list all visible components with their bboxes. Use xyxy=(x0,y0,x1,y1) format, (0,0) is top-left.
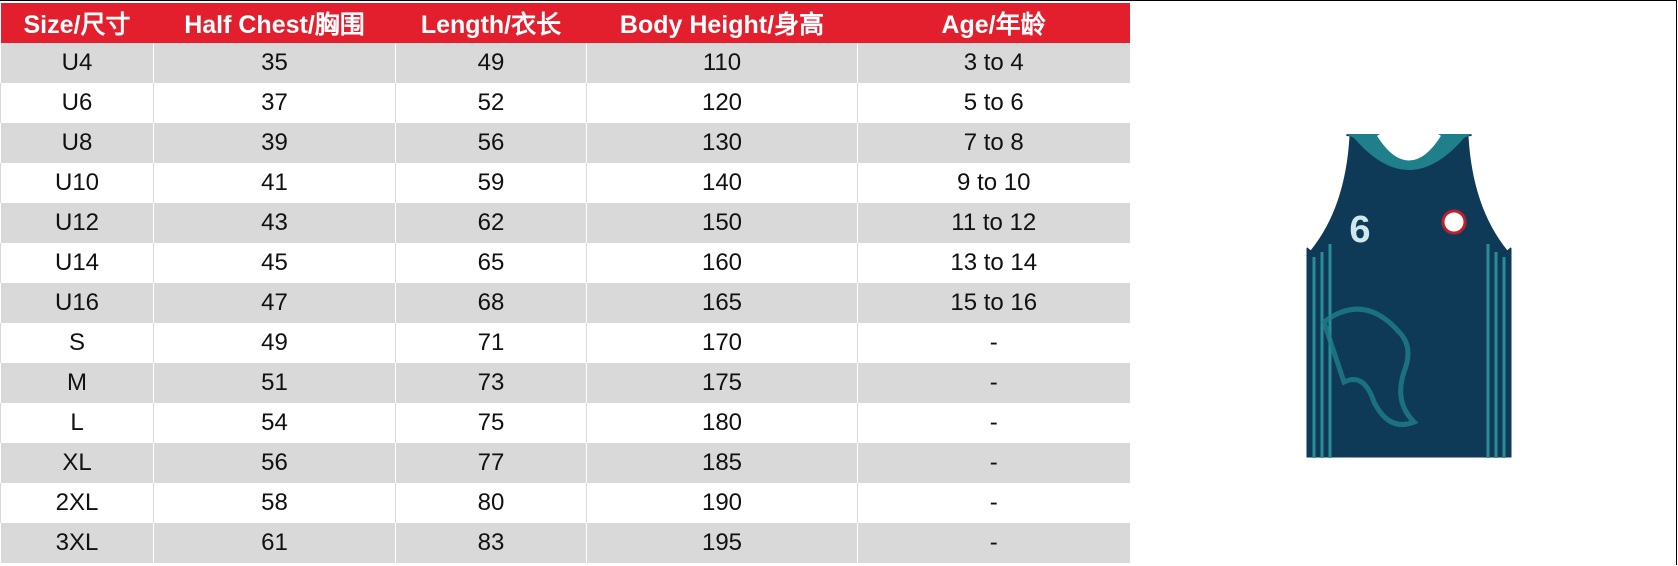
header-cell: Length/衣长 xyxy=(395,3,587,43)
table-row: U16 47 68 165 15 to 16 xyxy=(0,283,1130,323)
table-cell: 3XL xyxy=(0,523,154,563)
table-cell: 170 xyxy=(586,323,858,363)
header-cell: Age/年龄 xyxy=(857,3,1130,43)
table-cell: L xyxy=(0,403,154,443)
jersey-yoke xyxy=(1346,134,1472,170)
table-cell: 65 xyxy=(395,243,587,283)
jersey-illustration: 6 xyxy=(1305,132,1513,459)
table-cell: 120 xyxy=(586,83,858,123)
table-cell: 150 xyxy=(586,203,858,243)
size-table: Size/尺寸 Half Chest/胸围 Length/衣长 Body Height… xyxy=(0,3,1130,563)
table-cell: 68 xyxy=(395,283,587,323)
jersey-collar xyxy=(1377,132,1441,161)
table-cell: 56 xyxy=(395,123,587,163)
table-cell: 5 to 6 xyxy=(857,83,1130,123)
table-cell: 47 xyxy=(153,283,396,323)
table-cell: 2XL xyxy=(0,483,154,523)
table-cell: 140 xyxy=(586,163,858,203)
table-cell: 43 xyxy=(153,203,396,243)
table-cell: 75 xyxy=(395,403,587,443)
table-cell: U12 xyxy=(0,203,154,243)
table-cell: - xyxy=(857,443,1130,483)
table-row: U10 41 59 140 9 to 10 xyxy=(0,163,1130,203)
table-cell: S xyxy=(0,323,154,363)
table-cell: 56 xyxy=(153,443,396,483)
table-cell: 52 xyxy=(395,83,587,123)
header-cell: Body Height/身高 xyxy=(586,3,858,43)
table-cell: 62 xyxy=(395,203,587,243)
table-cell: 71 xyxy=(395,323,587,363)
table-cell: 45 xyxy=(153,243,396,283)
table-cell: 77 xyxy=(395,443,587,483)
table-cell: 195 xyxy=(586,523,858,563)
table-cell: U4 xyxy=(0,43,154,83)
table-cell: 80 xyxy=(395,483,587,523)
table-cell: 39 xyxy=(153,123,396,163)
table-cell: 58 xyxy=(153,483,396,523)
table-body: U4 35 49 110 3 to 4 U6 37 52 120 5 to 6 U8 39 56 130 7… xyxy=(0,43,1130,563)
table-cell: 61 xyxy=(153,523,396,563)
table-cell: M xyxy=(0,363,154,403)
jersey-stripes xyxy=(1312,244,1506,458)
table-row: U4 35 49 110 3 to 4 xyxy=(0,43,1130,83)
table-cell: 54 xyxy=(153,403,396,443)
table-cell: 51 xyxy=(153,363,396,403)
table-cell: 190 xyxy=(586,483,858,523)
table-cell: 180 xyxy=(586,403,858,443)
table-row: U8 39 56 130 7 to 8 xyxy=(0,123,1130,163)
table-cell: U6 xyxy=(0,83,154,123)
table-cell: - xyxy=(857,403,1130,443)
table-row: U6 37 52 120 5 to 6 xyxy=(0,83,1130,123)
table-row: U12 43 62 150 11 to 12 xyxy=(0,203,1130,243)
table-cell: - xyxy=(857,363,1130,403)
table-cell: 7 to 8 xyxy=(857,123,1130,163)
table-cell: - xyxy=(857,483,1130,523)
table-cell: 73 xyxy=(395,363,587,403)
table-cell: U14 xyxy=(0,243,154,283)
table-cell: 165 xyxy=(586,283,858,323)
jersey-badge xyxy=(1441,209,1467,235)
table-cell: 185 xyxy=(586,443,858,483)
table-cell: 35 xyxy=(153,43,396,83)
jersey-armhole-right xyxy=(1468,135,1513,251)
header-row: Size/尺寸 Half Chest/胸围 Length/衣长 Body Height… xyxy=(0,3,1130,43)
table-cell: 9 to 10 xyxy=(857,163,1130,203)
table-cell: U8 xyxy=(0,123,154,163)
header-cell: Half Chest/胸围 xyxy=(153,3,396,43)
jersey-horse-graphic xyxy=(1321,306,1419,427)
table-cell: 41 xyxy=(153,163,396,203)
jersey-armhole-left xyxy=(1305,135,1350,251)
table-row: U14 45 65 160 13 to 14 xyxy=(0,243,1130,283)
table-row: XL 56 77 185- xyxy=(0,443,1130,483)
table-cell: 49 xyxy=(395,43,587,83)
table-cell: 49 xyxy=(153,323,396,363)
jersey-number: 6 xyxy=(1349,209,1370,251)
table-cell: 59 xyxy=(395,163,587,203)
table-row: 2XL 58 80 190- xyxy=(0,483,1130,523)
table-cell: XL xyxy=(0,443,154,483)
table-cell: - xyxy=(857,323,1130,363)
table-cell: - xyxy=(857,523,1130,563)
table-cell: 11 to 12 xyxy=(857,203,1130,243)
table-row: L 54 75 180- xyxy=(0,403,1130,443)
table-cell: 160 xyxy=(586,243,858,283)
table-cell: 110 xyxy=(586,43,858,83)
table-cell: 15 to 16 xyxy=(857,283,1130,323)
table-cell: 37 xyxy=(153,83,396,123)
table-row: M 51 73 175- xyxy=(0,363,1130,403)
table-row: S 49 71 170- xyxy=(0,323,1130,363)
table-row: 3XL 61 83 195- xyxy=(0,523,1130,563)
table-cell: 83 xyxy=(395,523,587,563)
table-cell: 13 to 14 xyxy=(857,243,1130,283)
header-cell: Size/尺寸 xyxy=(0,3,154,43)
table-cell: U10 xyxy=(0,163,154,203)
table-cell: 3 to 4 xyxy=(857,43,1130,83)
table-cell: 130 xyxy=(586,123,858,163)
table-cell: 175 xyxy=(586,363,858,403)
table-cell: U16 xyxy=(0,283,154,323)
